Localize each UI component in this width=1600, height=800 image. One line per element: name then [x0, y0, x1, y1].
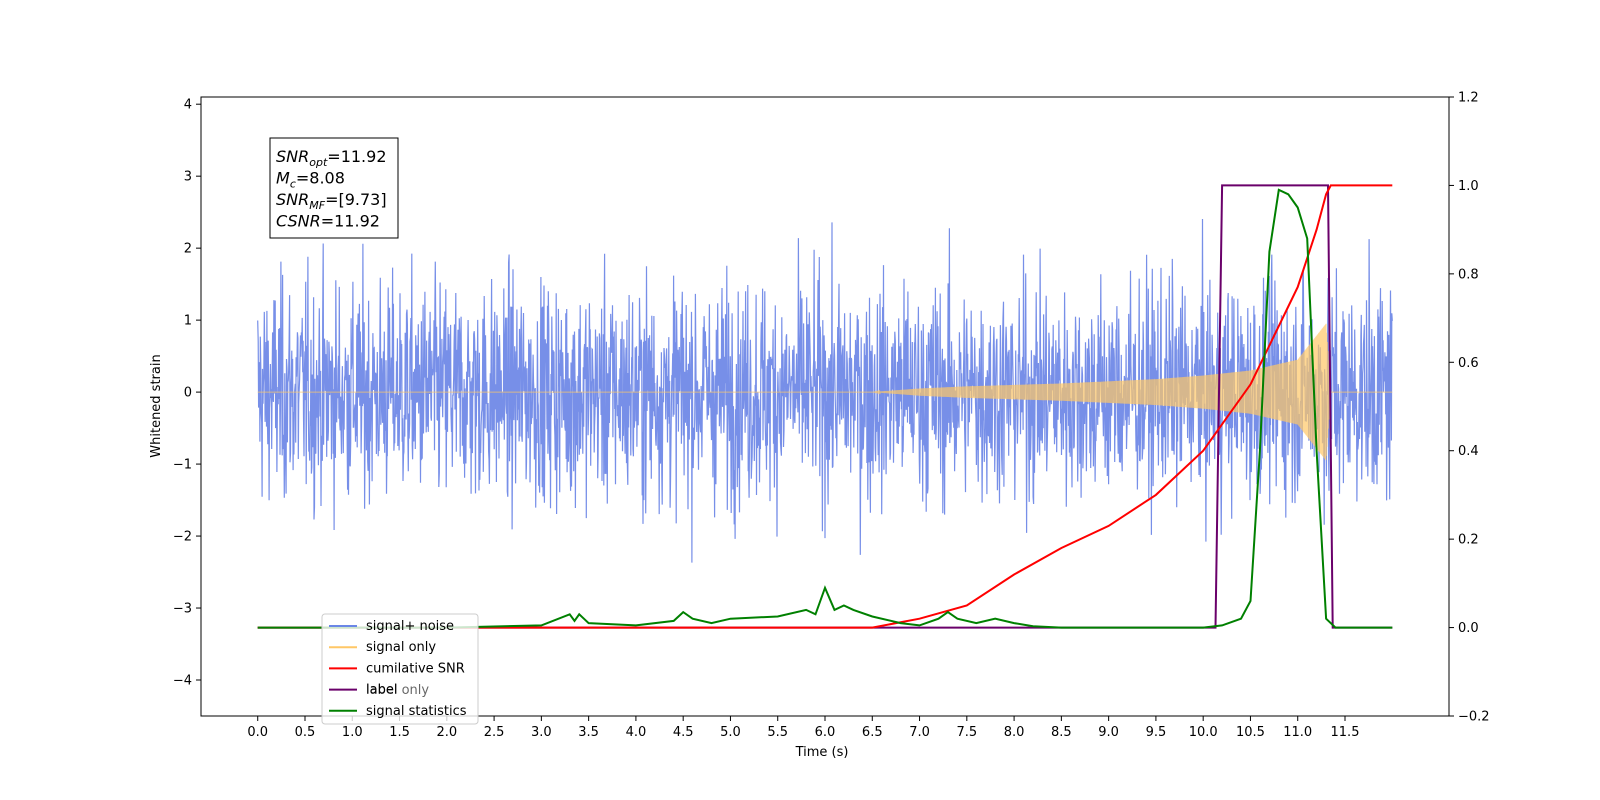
legend-entry-label: signal only — [366, 640, 436, 655]
x-tick-label: 2.5 — [484, 725, 505, 740]
x-tick-label: 6.5 — [862, 725, 883, 740]
series-signal-only-line — [257, 323, 1393, 461]
x-tick-label: 9.0 — [1098, 725, 1119, 740]
left-y-tick-label: 0 — [184, 386, 192, 401]
annotation-value: =11.92 — [321, 212, 380, 231]
x-tick-label: 5.0 — [720, 725, 741, 740]
right-y-tick-label: 1.0 — [1458, 179, 1479, 194]
annotation-line: SNRopt=11.92 — [276, 147, 387, 169]
left-y-tick-label: 3 — [184, 170, 192, 185]
legend-entry-label: signal+ noise — [366, 619, 454, 634]
x-tick-label: 6.0 — [815, 725, 836, 740]
left-y-tick-label: −3 — [173, 602, 192, 617]
annotation-frame — [269, 137, 399, 239]
annotation-value: =8.08 — [296, 169, 345, 188]
annotation-line: CSNR=11.92 — [276, 212, 380, 231]
x-tick-label: 7.0 — [909, 725, 930, 740]
x-tick-label: 1.0 — [342, 725, 363, 740]
x-axis-label: Time (s) — [795, 745, 849, 760]
legend-frame — [321, 613, 479, 725]
annotation-subscript: MF — [309, 199, 325, 212]
annotation-box: SNRopt=11.92Mc=8.08SNRMF=[9.73]CSNR=11.9… — [269, 137, 399, 239]
x-tick-label: 4.0 — [626, 725, 647, 740]
series-cumulative-snr-line — [257, 184, 1393, 629]
x-tick-label: 2.0 — [436, 725, 457, 740]
x-tick-label: 9.5 — [1146, 725, 1167, 740]
x-tick-label: 11.5 — [1331, 725, 1360, 740]
right-y-tick-label: 0.4 — [1458, 444, 1479, 459]
x-tick-label: 0.5 — [295, 725, 316, 740]
annotation-symbol: CSNR — [276, 212, 321, 231]
x-tick-label: 8.5 — [1051, 725, 1072, 740]
left-y-tick-label: −4 — [173, 674, 192, 689]
x-axis: 0.0 0.5 1.0 1.5 2.0 2.5 3.0 3.5 4.0 4.5 5.0 5.5 6.0 6… — [247, 716, 1359, 740]
x-tick-label: 10.0 — [1189, 725, 1218, 740]
left-y-tick-label: 1 — [184, 314, 192, 329]
legend-overlap-text: label only — [366, 683, 429, 698]
right-y-tick-label: 1.2 — [1458, 91, 1479, 106]
x-tick-label: 3.0 — [531, 725, 552, 740]
x-tick-label: 8.0 — [1004, 725, 1025, 740]
x-tick-label: 11.0 — [1283, 725, 1312, 740]
right-y-tick-label: −0.2 — [1458, 710, 1490, 725]
annotation-line: SNRMF=[9.73] — [276, 190, 387, 212]
annotation-symbol: SNR — [276, 190, 309, 209]
left-y-tick-label: 4 — [184, 98, 192, 113]
legend-entry-label: label — [366, 683, 397, 698]
left-y-axis: 4 3 2 1 0 −1 −2 −3 −4 — [173, 98, 201, 689]
annotation-symbol: M — [276, 169, 290, 188]
x-tick-label: 7.5 — [956, 725, 977, 740]
x-tick-label: 4.5 — [673, 725, 694, 740]
right-y-tick-label: 0.6 — [1458, 356, 1479, 371]
annotation-symbol: SNR — [276, 147, 309, 166]
annotation-value: =11.92 — [327, 147, 386, 166]
annotation-subscript: c — [290, 178, 296, 191]
left-y-tick-label: 2 — [184, 242, 192, 257]
right-y-tick-label: 0.8 — [1458, 267, 1479, 282]
x-tick-label: 3.5 — [578, 725, 599, 740]
legend-entry-label: signal statistics — [366, 704, 467, 719]
annotation-subscript: opt — [309, 156, 328, 169]
series-signal-statistics-line — [257, 188, 1393, 629]
x-tick-label: 5.5 — [767, 725, 788, 740]
x-tick-label: 1.5 — [389, 725, 410, 740]
annotation-value: =[9.73] — [325, 190, 387, 209]
x-tick-label: 0.0 — [247, 725, 268, 740]
right-y-tick-label: 0.0 — [1458, 621, 1479, 636]
x-tick-label: 10.5 — [1236, 725, 1265, 740]
y-axis-label: Whitened strain — [149, 354, 164, 457]
left-y-tick-label: −1 — [173, 458, 192, 473]
left-y-tick-label: −2 — [173, 530, 192, 545]
legend: label only signal+ noise signal only cumila… — [321, 613, 479, 725]
annotation-line: Mc=8.08 — [276, 169, 345, 191]
right-y-tick-label: 0.2 — [1458, 533, 1479, 548]
plot-area — [257, 184, 1393, 629]
legend-entry-label: cumilative SNR — [366, 661, 465, 676]
right-y-axis: 1.2 1.0 0.8 0.6 0.4 0.2 0.0 −0.2 — [1449, 91, 1490, 725]
